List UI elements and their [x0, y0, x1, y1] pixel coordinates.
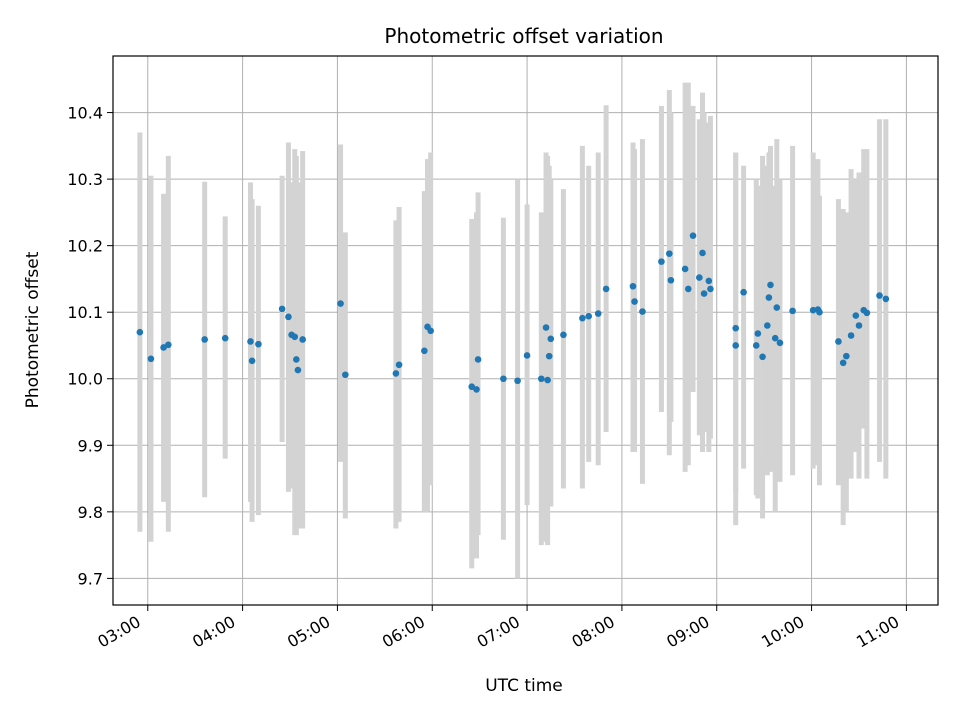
data-point: [732, 324, 740, 332]
data-point: [395, 361, 403, 369]
data-point: [585, 312, 593, 320]
y-axis-label: Photometric offset: [23, 251, 43, 408]
error-bars: [137, 82, 889, 579]
data-point: [752, 342, 760, 349]
data-point: [843, 352, 850, 360]
data-point: [773, 304, 781, 311]
data-point: [392, 370, 400, 377]
y-tick-label: 10.2: [67, 237, 103, 256]
data-point: [689, 232, 697, 239]
y-tick-label: 10.4: [67, 104, 103, 123]
data-point: [523, 352, 531, 359]
data-point: [291, 333, 299, 341]
data-point: [514, 377, 521, 385]
data-point: [545, 352, 553, 360]
data-point: [147, 355, 155, 363]
data-point: [740, 288, 747, 296]
data-point: [765, 294, 773, 301]
data-point: [602, 285, 610, 293]
data-point: [707, 285, 714, 293]
data-point: [247, 338, 254, 345]
data-point: [594, 310, 602, 317]
data-point: [342, 371, 349, 379]
data-point: [542, 324, 550, 331]
x-axis-label: UTC time: [485, 676, 563, 696]
plot-frame: [112, 55, 939, 606]
data-point: [863, 309, 871, 317]
data-point: [696, 274, 703, 281]
y-tick-label: 9.7: [78, 569, 103, 588]
data-point: [473, 386, 480, 393]
data-point: [705, 277, 713, 285]
data-point: [579, 314, 586, 322]
data-point: [699, 249, 706, 257]
data-point: [293, 356, 300, 363]
data-point: [547, 335, 555, 343]
data-point: [882, 295, 890, 303]
data-point: [852, 312, 860, 319]
data-point: [681, 265, 689, 273]
y-tick-label: 10.3: [67, 170, 103, 189]
data-point: [847, 332, 855, 339]
data-point: [767, 281, 774, 289]
y-axis: 9.7 9.8 9.9 10.0 10.1 10.2 10.3 10.4: [67, 104, 113, 588]
data-point: [839, 359, 847, 367]
data-point: [684, 285, 692, 293]
data-point: [538, 375, 545, 383]
data-point: [255, 340, 262, 348]
data-point: [776, 339, 784, 347]
data-point: [855, 322, 863, 329]
data-point: [248, 357, 256, 365]
data-point: [560, 331, 567, 339]
data-point: [764, 322, 771, 329]
data-point: [337, 300, 344, 307]
y-tick-label: 10.0: [67, 370, 103, 389]
data-point: [201, 336, 208, 343]
data-point: [474, 356, 482, 363]
data-points: [136, 232, 890, 393]
data-point: [544, 376, 551, 384]
data-point: [700, 290, 708, 297]
data-point: [221, 334, 229, 342]
data-point: [629, 282, 637, 290]
chart-title: Photometric offset variation: [384, 24, 663, 48]
data-point: [285, 313, 292, 321]
data-point: [631, 298, 638, 305]
data-point: [876, 292, 883, 299]
data-point: [816, 308, 823, 316]
data-point: [835, 338, 842, 345]
data-point: [771, 334, 779, 342]
y-tick-label: 9.9: [78, 436, 103, 455]
data-point: [754, 330, 762, 337]
data-point: [658, 258, 665, 265]
data-point: [759, 353, 766, 361]
y-tick-label: 10.1: [67, 303, 103, 322]
data-point: [299, 336, 306, 343]
data-point: [427, 327, 434, 335]
data-point: [789, 307, 796, 315]
data-point: [136, 328, 144, 336]
data-point: [667, 276, 675, 284]
data-point: [639, 308, 646, 315]
data-point: [278, 305, 286, 313]
data-point: [165, 341, 172, 349]
data-point: [421, 347, 428, 355]
data-point: [732, 342, 740, 349]
data-point: [666, 250, 673, 257]
y-tick-label: 9.8: [78, 503, 103, 522]
data-point: [500, 375, 507, 383]
data-point: [294, 366, 302, 374]
